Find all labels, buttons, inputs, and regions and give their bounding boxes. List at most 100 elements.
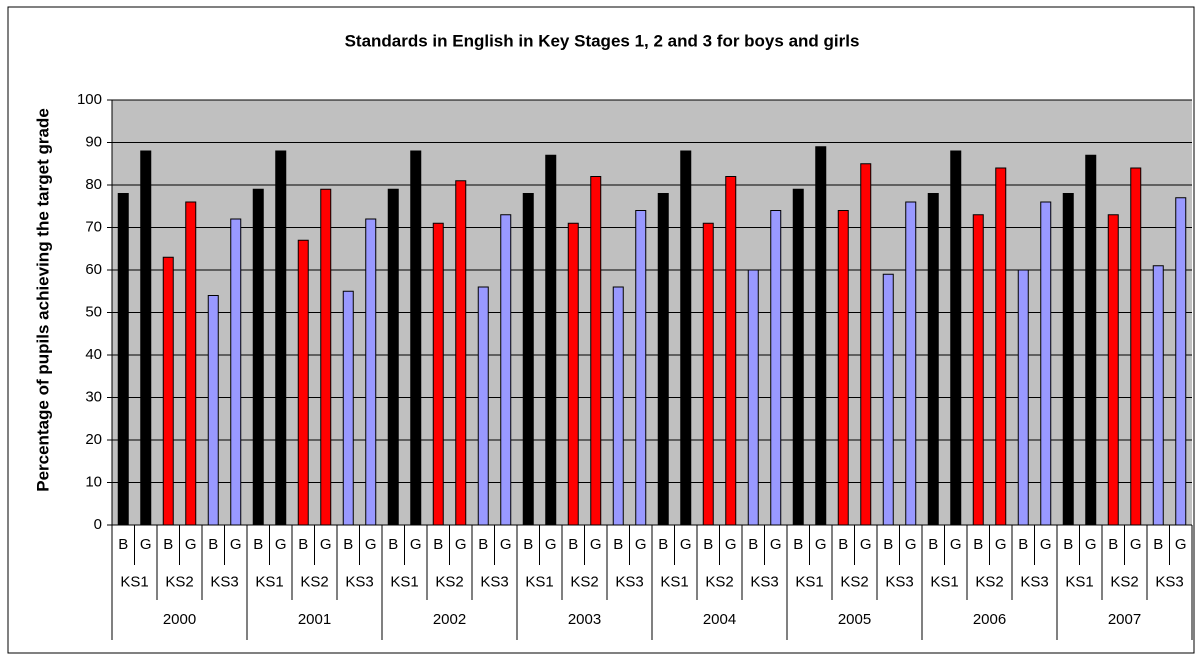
bar — [275, 150, 287, 526]
x-tick-label: B — [973, 536, 983, 553]
bar — [702, 222, 714, 526]
x-tick-label: B — [1153, 536, 1163, 553]
x-tick-label: B — [478, 536, 488, 553]
x-tick-label: B — [568, 536, 578, 553]
x-tick-label: B — [388, 536, 398, 553]
stage-label: KS3 — [885, 573, 913, 590]
year-label: 2002 — [433, 611, 466, 628]
bar — [432, 222, 444, 526]
x-tick-label: G — [1130, 536, 1142, 553]
x-tick-label: G — [905, 536, 917, 553]
bar — [1107, 214, 1119, 526]
bar — [1017, 269, 1029, 526]
bar — [545, 154, 557, 526]
x-tick-label: B — [658, 536, 668, 553]
x-tick-label: B — [118, 536, 128, 553]
stage-label: KS3 — [480, 573, 508, 590]
y-tick-label: 0 — [94, 516, 102, 533]
stage-label: KS2 — [300, 573, 328, 590]
stage-label: KS2 — [165, 573, 193, 590]
bar — [1085, 154, 1097, 526]
bar — [365, 218, 377, 526]
bar — [950, 150, 962, 526]
x-tick-label: B — [838, 536, 848, 553]
bar — [882, 273, 894, 526]
year-label: 2006 — [973, 611, 1006, 628]
stage-label: KS1 — [390, 573, 418, 590]
stage-label: KS3 — [750, 573, 778, 590]
y-tick-label: 90 — [85, 133, 102, 150]
stage-label: KS1 — [660, 573, 688, 590]
x-tick-label: G — [680, 536, 692, 553]
y-tick-label: 70 — [85, 218, 102, 235]
stage-label: KS1 — [120, 573, 148, 590]
stage-label: KS1 — [255, 573, 283, 590]
bar — [320, 188, 332, 526]
x-tick-label: G — [590, 536, 602, 553]
x-tick-label: G — [725, 536, 737, 553]
bar — [860, 163, 872, 526]
bar — [567, 222, 579, 526]
bar — [162, 256, 174, 526]
bar — [905, 201, 917, 526]
y-tick-label: 100 — [77, 91, 102, 108]
x-tick-label: G — [500, 536, 512, 553]
x-tick-label: B — [613, 536, 623, 553]
x-tick-label: B — [253, 536, 263, 553]
x-tick-label: G — [635, 536, 647, 553]
year-label: 2003 — [568, 611, 601, 628]
y-tick-label: 30 — [85, 388, 102, 405]
stage-label: KS2 — [975, 573, 1003, 590]
x-tick-label: B — [208, 536, 218, 553]
x-tick-label: G — [230, 536, 242, 553]
bar — [230, 218, 242, 526]
x-tick-label: G — [995, 536, 1007, 553]
x-tick-label: G — [860, 536, 872, 553]
x-tick-label: G — [410, 536, 422, 553]
bar — [612, 286, 624, 526]
x-tick-label: B — [793, 536, 803, 553]
x-tick-label: G — [320, 536, 332, 553]
stage-label: KS3 — [1020, 573, 1048, 590]
x-tick-label: G — [545, 536, 557, 553]
x-tick-label: B — [523, 536, 533, 553]
year-label: 2001 — [298, 611, 331, 628]
stage-label: KS2 — [705, 573, 733, 590]
y-tick-label: 40 — [85, 346, 102, 363]
bar — [410, 150, 422, 526]
bar — [455, 180, 467, 526]
bar — [297, 239, 309, 526]
bar — [725, 176, 737, 526]
bar — [837, 210, 849, 526]
stage-label: KS1 — [795, 573, 823, 590]
y-tick-label: 80 — [85, 176, 102, 193]
bar — [747, 269, 759, 526]
x-tick-label: B — [343, 536, 353, 553]
y-tick-label: 10 — [85, 473, 102, 490]
bar — [680, 150, 692, 526]
bar — [252, 188, 264, 526]
stage-label: KS1 — [1065, 573, 1093, 590]
bar — [770, 210, 782, 526]
x-tick-label: G — [185, 536, 197, 553]
y-axis-label: Percentage of pupils achieving the targe… — [33, 108, 52, 492]
x-tick-label: G — [1040, 536, 1052, 553]
stage-label: KS3 — [615, 573, 643, 590]
x-tick-label: G — [1085, 536, 1097, 553]
bar — [522, 193, 534, 526]
bar — [342, 290, 354, 526]
y-tick-label: 50 — [85, 303, 102, 320]
x-tick-label: G — [1175, 536, 1187, 553]
x-tick-label: G — [950, 536, 962, 553]
bar — [792, 188, 804, 526]
x-tick-label: B — [928, 536, 938, 553]
x-tick-label: B — [163, 536, 173, 553]
x-tick-label: B — [1018, 536, 1028, 553]
bar — [972, 214, 984, 526]
bar — [500, 214, 512, 526]
bar — [927, 193, 939, 526]
x-tick-label: B — [1063, 536, 1073, 553]
x-tick-label: G — [815, 536, 827, 553]
x-tick-label: G — [140, 536, 152, 553]
